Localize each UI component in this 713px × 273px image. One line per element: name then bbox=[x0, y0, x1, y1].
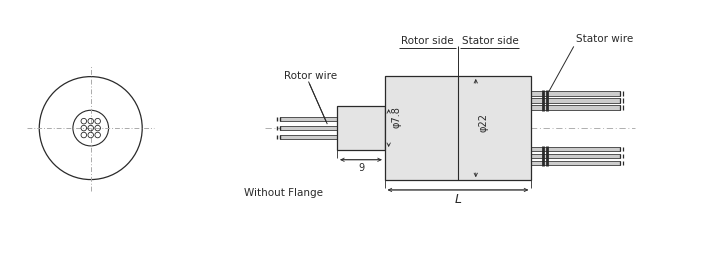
Text: L: L bbox=[454, 193, 461, 206]
Bar bbox=[531, 105, 620, 109]
Bar bbox=[279, 126, 337, 130]
Text: Rotor wire: Rotor wire bbox=[284, 71, 337, 81]
Text: Without Flange: Without Flange bbox=[244, 188, 323, 198]
Bar bbox=[385, 76, 531, 180]
Text: Stator side: Stator side bbox=[462, 36, 518, 46]
Text: Stator wire: Stator wire bbox=[575, 34, 633, 44]
Bar bbox=[279, 135, 337, 139]
Bar bbox=[531, 161, 620, 165]
Text: φ7.8: φ7.8 bbox=[391, 106, 401, 128]
Bar bbox=[531, 98, 620, 103]
Text: Rotor side: Rotor side bbox=[401, 36, 454, 46]
Bar bbox=[279, 117, 337, 121]
Text: φ22: φ22 bbox=[478, 113, 488, 132]
Bar bbox=[531, 147, 620, 151]
Text: 9: 9 bbox=[358, 163, 364, 173]
Bar bbox=[337, 106, 385, 150]
Bar bbox=[531, 91, 620, 96]
Bar bbox=[531, 154, 620, 158]
